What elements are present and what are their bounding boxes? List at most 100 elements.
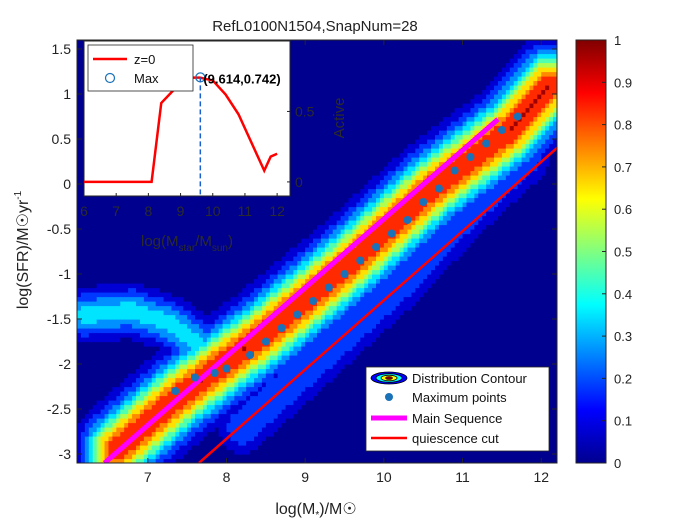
contour-cell bbox=[167, 377, 173, 383]
contour-cell bbox=[281, 382, 287, 388]
contour-cell bbox=[151, 454, 157, 460]
contour-cell bbox=[529, 170, 534, 176]
contour-cell bbox=[537, 58, 542, 64]
contour-cell bbox=[147, 373, 153, 379]
contour-cell bbox=[435, 139, 440, 145]
contour-cell bbox=[513, 67, 519, 73]
contour-cell bbox=[376, 211, 381, 217]
contour-cell bbox=[423, 296, 428, 302]
contour-cell bbox=[407, 202, 413, 208]
contour-cell bbox=[446, 251, 452, 257]
contour-cell bbox=[269, 269, 275, 275]
contour-cell bbox=[139, 337, 145, 343]
contour-cell bbox=[431, 197, 436, 203]
contour-cell bbox=[155, 418, 161, 424]
contour-cell bbox=[120, 332, 125, 338]
contour-cell bbox=[549, 116, 554, 122]
contour-cell bbox=[88, 454, 94, 460]
contour-cell bbox=[297, 256, 302, 262]
contour-cell bbox=[533, 85, 538, 91]
contour-cell bbox=[305, 251, 310, 257]
contour-cell bbox=[525, 175, 531, 181]
contour-cell bbox=[198, 418, 204, 424]
contour-cell bbox=[435, 265, 440, 271]
contour-cell bbox=[128, 278, 133, 284]
contour-cell bbox=[324, 314, 330, 320]
contour-cell bbox=[411, 247, 416, 253]
contour-cell bbox=[151, 377, 157, 383]
contour-cell bbox=[348, 251, 354, 257]
contour-cell bbox=[352, 211, 357, 217]
contour-cell bbox=[226, 440, 232, 446]
contour-cell bbox=[403, 166, 409, 172]
contour-cell bbox=[100, 337, 106, 343]
contour-cell bbox=[108, 391, 114, 397]
contour-cell bbox=[77, 337, 82, 343]
contour-cell bbox=[356, 269, 361, 275]
inset-x-tick-label: 9 bbox=[177, 203, 185, 219]
contour-cell bbox=[442, 134, 448, 140]
contour-cell bbox=[513, 179, 519, 185]
contour-cell bbox=[537, 143, 542, 149]
contour-cell bbox=[490, 184, 495, 190]
contour-cell bbox=[265, 409, 271, 415]
contour-cell bbox=[175, 413, 180, 419]
contour-cell bbox=[446, 233, 452, 239]
contour-cell bbox=[320, 359, 326, 365]
contour-cell bbox=[281, 350, 287, 356]
contour-cell bbox=[320, 328, 326, 334]
contour-cell bbox=[324, 233, 330, 239]
contour-cell bbox=[368, 323, 373, 329]
maximum-point bbox=[403, 216, 412, 224]
contour-cell bbox=[372, 197, 377, 203]
contour-cell bbox=[277, 260, 283, 266]
contour-cell bbox=[478, 184, 483, 190]
contour-cell bbox=[470, 175, 475, 181]
contour-cell bbox=[128, 323, 133, 329]
contour-cell bbox=[305, 260, 310, 266]
contour-cell bbox=[285, 386, 291, 392]
contour-cell bbox=[474, 224, 479, 230]
contour-cell bbox=[238, 382, 243, 388]
contour-cell bbox=[360, 296, 365, 302]
contour-cell bbox=[198, 341, 204, 347]
contour-cell bbox=[198, 409, 204, 415]
contour-cell bbox=[438, 215, 444, 221]
contour-cell bbox=[348, 319, 354, 325]
contour-cell bbox=[391, 319, 397, 325]
contour-cell bbox=[537, 71, 542, 77]
contour-cell bbox=[261, 422, 267, 428]
contour-cell bbox=[88, 323, 94, 329]
contour-cell bbox=[108, 328, 114, 334]
contour-cell bbox=[352, 292, 357, 298]
contour-cell bbox=[108, 409, 114, 415]
contour-cell bbox=[513, 130, 519, 136]
contour-cell bbox=[147, 355, 153, 361]
contour-cell bbox=[230, 287, 235, 293]
contour-cell bbox=[505, 184, 511, 190]
contour-cell bbox=[210, 436, 216, 442]
contour-cell bbox=[124, 422, 129, 428]
contour-cell bbox=[328, 233, 334, 239]
contour-cell bbox=[545, 148, 550, 154]
contour-cell bbox=[494, 170, 499, 176]
contour-cell bbox=[368, 301, 373, 307]
contour-cell bbox=[395, 238, 401, 244]
contour-cell bbox=[324, 292, 330, 298]
contour-cell bbox=[151, 436, 157, 442]
contour-cell bbox=[163, 323, 169, 329]
contour-cell bbox=[297, 346, 302, 352]
contour-cell bbox=[328, 328, 334, 334]
contour-cell bbox=[376, 184, 381, 190]
contour-cell bbox=[509, 179, 515, 185]
contour-cell bbox=[348, 220, 354, 226]
contour-cell bbox=[462, 238, 468, 244]
contour-cell bbox=[505, 161, 511, 167]
contour-cell bbox=[505, 103, 511, 109]
contour-cell bbox=[265, 373, 271, 379]
contour-cell bbox=[289, 274, 294, 280]
contour-cell bbox=[281, 391, 287, 397]
y-tick-label: -2 bbox=[59, 356, 72, 372]
contour-cell bbox=[525, 53, 531, 59]
contour-cell bbox=[167, 409, 173, 415]
